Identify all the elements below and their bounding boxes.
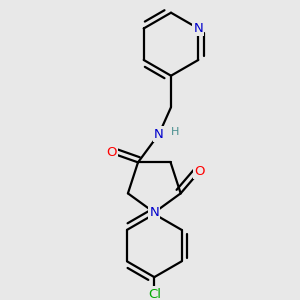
Text: N: N [149,206,159,219]
Text: O: O [106,146,116,159]
Text: O: O [194,165,205,178]
Text: Cl: Cl [148,288,161,300]
Text: N: N [194,22,203,35]
Text: N: N [154,128,164,140]
Text: H: H [171,127,180,136]
